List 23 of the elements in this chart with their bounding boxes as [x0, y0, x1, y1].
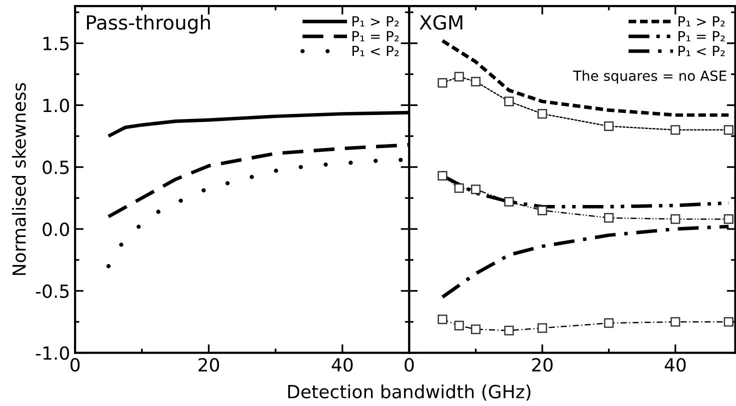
x-tick-label: 0	[404, 358, 414, 372]
x-axis-title: Detection bandwidth (GHz)	[288, 384, 530, 401]
legend-label: P₁ = P₂	[678, 31, 725, 42]
chart-title: Pass-through	[87, 14, 210, 34]
legend-label: P₁ < P₂	[678, 46, 725, 56]
annotation: The squares = no ASE	[573, 70, 726, 84]
y-tick-label: 1.0	[43, 98, 70, 112]
y-tick-label: 0.0	[42, 222, 70, 236]
y-tick-label: 0.5	[42, 160, 69, 174]
legend-label: P₁ > P₂	[352, 16, 399, 26]
x-tick-label: 0	[70, 358, 80, 372]
legend-label: P₁ < P₂	[352, 46, 399, 56]
legend-label: P₁ > P₂	[678, 16, 725, 26]
x-tick-label: 40	[664, 358, 686, 372]
y-tick-label: 1.5	[43, 36, 69, 50]
x-tick-label: 20	[532, 358, 553, 372]
y-tick-label: -0.5	[36, 284, 69, 298]
x-tick-label: 20	[198, 358, 220, 372]
x-tick-label: 40	[332, 358, 353, 372]
legend-label: P₁ = P₂	[352, 31, 399, 42]
y-tick-label: -1.0	[36, 346, 70, 360]
y-axis-title: Normalised skewness	[12, 83, 26, 275]
chart-title: XGM	[420, 15, 462, 30]
